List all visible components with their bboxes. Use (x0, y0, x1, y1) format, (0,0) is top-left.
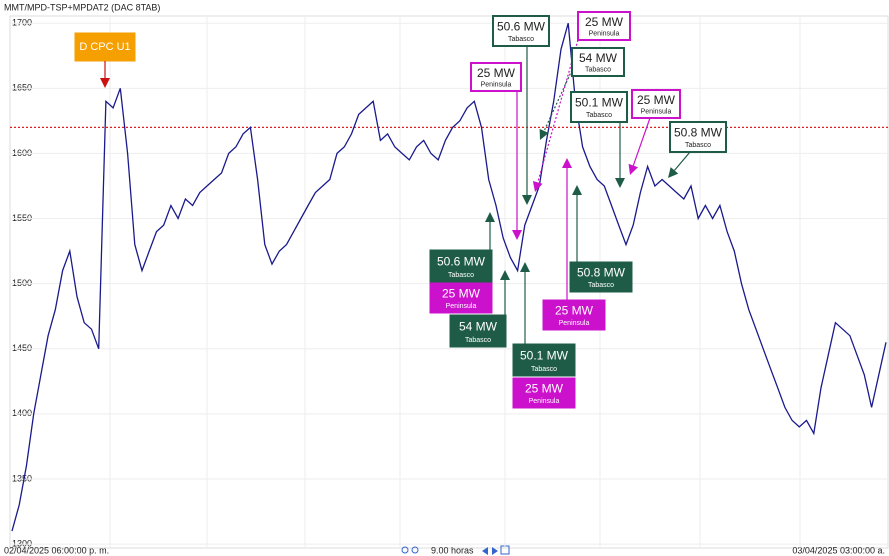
annotation-box (631, 89, 681, 119)
annotation: 50.8 MW Tabasco (668, 121, 727, 178)
annotation-text: 50.1 MW (520, 348, 569, 362)
annotation-subtext: Peninsula (641, 109, 672, 116)
annotation-text: 25 MW (585, 15, 624, 29)
annotation: D CPC U1 (74, 32, 136, 88)
annotation-subtext: Tabasco (465, 337, 491, 344)
annotation-arrow (674, 151, 691, 171)
span-label: 9.00 horas (431, 545, 474, 555)
annotation-subtext: Tabasco (586, 112, 612, 119)
annotation-text: 54 MW (459, 319, 498, 333)
annotation-subtext: Peninsula (559, 320, 590, 327)
annotation-box (429, 282, 493, 314)
y-tick-label: 1300 (12, 538, 32, 548)
annotation: 50.8 MW Tabasco (569, 185, 633, 293)
arrow-head (668, 167, 679, 178)
annotation-text: 50.8 MW (577, 266, 626, 280)
arrow-head (100, 78, 110, 88)
arrow-head (522, 195, 532, 205)
annotation: 25 MW Peninsula (542, 158, 606, 331)
annotation-subtext: Peninsula (446, 303, 477, 310)
annotation: 50.6 MW Tabasco (492, 15, 550, 205)
annotation: 25 MW Peninsula (470, 62, 522, 240)
arrow-head (628, 163, 639, 175)
annotation-text: 50.6 MW (497, 20, 546, 34)
annotation-subtext: Tabasco (685, 142, 711, 149)
start-label: 02/04/2025 06:00:00 p. m. (4, 545, 109, 555)
annotation-arrow (632, 117, 651, 166)
annotation-subtext: Tabasco (585, 67, 611, 74)
annotation-box (669, 121, 727, 153)
y-tick-label: 1600 (12, 148, 32, 158)
annotation-text: 50.1 MW (575, 96, 624, 110)
annotation-subtext: Peninsula (589, 31, 620, 38)
annotation-text: 25 MW (525, 382, 564, 396)
annotation-box (449, 314, 507, 348)
annotation-text: 50.6 MW (437, 254, 486, 268)
annotation: 25 MW Peninsula (628, 89, 681, 175)
y-tick-label: 1400 (12, 408, 32, 418)
annotation-text: 50.8 MW (674, 126, 723, 140)
annotation: 50.1 MW Tabasco (570, 91, 628, 188)
arrow-head (485, 212, 495, 222)
annotation-subtext: Peninsula (481, 82, 512, 89)
plot-frame (9, 15, 889, 549)
annotation-text: 54 MW (579, 51, 618, 65)
annotation-text: D CPC U1 (79, 41, 130, 53)
arrow-head (512, 230, 522, 240)
annotation: 50.1 MW Tabasco (512, 262, 576, 377)
annotation-subtext: Tabasco (531, 366, 557, 373)
y-tick-label: 1450 (12, 343, 32, 353)
annotation-box (577, 11, 631, 41)
arrow-head (539, 128, 549, 140)
annotation: 50.6 MW Tabasco (429, 212, 495, 283)
annotation: 25 MW Peninsula (532, 11, 631, 192)
annotation-box (512, 377, 576, 409)
annotation-subtext: Tabasco (588, 282, 614, 289)
annotation-box (470, 62, 522, 92)
annotation-subtext: Tabasco (448, 272, 474, 279)
annotation-box (492, 15, 550, 47)
annotation-text: 25 MW (442, 287, 481, 301)
annotation: 54 MW Tabasco (449, 270, 510, 348)
series-line (11, 23, 887, 532)
end-label: 03/04/2025 03:00:00 a. (792, 545, 885, 555)
annotation-text: 25 MW (477, 66, 516, 80)
chart-title: MMT/MPD-TSP+MPDAT2 (DAC 8TAB) (4, 2, 160, 12)
annotation-text: 25 MW (555, 304, 594, 318)
annotation-arrow (543, 69, 573, 132)
annotation-text: 25 MW (637, 93, 676, 107)
y-tick-label: 1350 (12, 473, 32, 483)
annotation-box (429, 249, 493, 283)
annotation-subtext: Peninsula (529, 398, 560, 405)
arrow-head (500, 270, 510, 280)
annotation-box (512, 343, 576, 377)
annotation-box (542, 299, 606, 331)
y-tick-label: 1500 (12, 278, 32, 288)
y-tick-label: 1550 (12, 213, 32, 223)
arrow-head (615, 178, 625, 188)
annotation-box (74, 32, 136, 62)
y-tick-label: 1650 (12, 83, 32, 93)
annotation: 25 MW Peninsula (512, 377, 576, 409)
annotation-subtext: Tabasco (508, 36, 534, 43)
annotation: 54 MW Tabasco (539, 47, 625, 140)
arrow-head (520, 262, 530, 272)
arrow-head (562, 158, 572, 168)
annotation-box (571, 47, 625, 77)
annotation: 25 MW Peninsula (429, 282, 493, 314)
annotation-box (569, 261, 633, 293)
arrow-head (572, 185, 582, 195)
annotation-box (570, 91, 628, 123)
y-tick-label: 1700 (12, 18, 32, 28)
zoom-icons[interactable] (401, 546, 419, 554)
arrow-head (532, 181, 543, 192)
